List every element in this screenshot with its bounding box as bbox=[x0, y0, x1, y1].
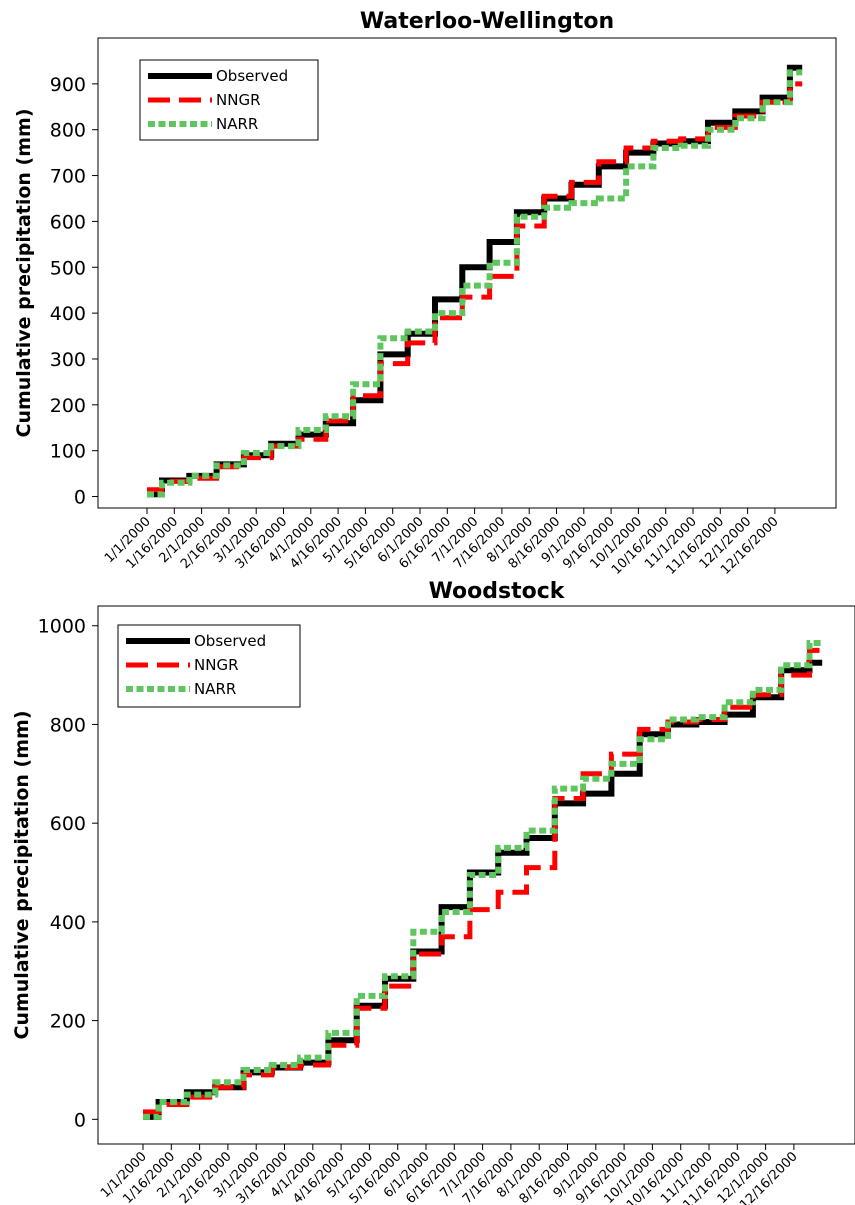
y-tick-label: 0 bbox=[74, 487, 86, 509]
y-tick-label: 600 bbox=[50, 813, 86, 835]
y-tick-label: 700 bbox=[50, 166, 86, 188]
legend-label-nngr: NNGR bbox=[194, 656, 239, 674]
chart-2: Woodstock Cumulative precipitation (mm) 0 2… bbox=[11, 579, 855, 1205]
series-line-narr bbox=[143, 640, 823, 1120]
legend-label-narr: NARR bbox=[194, 680, 236, 698]
y-axis-label: Cumulative precipitation (mm) bbox=[11, 710, 33, 1039]
y-tick-label: 500 bbox=[50, 257, 86, 279]
series-line-narr bbox=[147, 69, 803, 498]
series-line-observed bbox=[143, 659, 823, 1120]
legend-label-observed: Observed bbox=[216, 67, 288, 85]
legend-label-observed: Observed bbox=[194, 632, 266, 650]
chart-title: Waterloo-Wellington bbox=[360, 9, 614, 34]
y-tick-label: 200 bbox=[50, 1011, 86, 1033]
y-tick-label: 1000 bbox=[38, 616, 86, 638]
y-tick-label: 200 bbox=[50, 395, 86, 417]
series-line-nngr bbox=[143, 647, 823, 1115]
y-tick-label: 400 bbox=[50, 303, 86, 325]
y-axis-label: Cumulative precipitation (mm) bbox=[13, 108, 35, 437]
y-tick-label: 900 bbox=[50, 74, 86, 96]
chart-title: Woodstock bbox=[429, 579, 566, 604]
y-tick-label: 800 bbox=[50, 714, 86, 736]
series-line-nngr bbox=[147, 81, 803, 493]
chart-1: Waterloo-Wellington Cumulative precipitat… bbox=[13, 9, 837, 578]
y-tick-label: 800 bbox=[50, 120, 86, 142]
plot-frame bbox=[97, 37, 837, 509]
y-tick-label: 300 bbox=[50, 349, 86, 371]
y-tick-label: 400 bbox=[50, 912, 86, 934]
y-tick-label: 0 bbox=[74, 1109, 86, 1131]
legend: Observed NNGR NARR bbox=[117, 624, 301, 708]
legend-label-nngr: NNGR bbox=[216, 91, 261, 109]
y-tick-label: 100 bbox=[50, 441, 86, 463]
plot-frame bbox=[97, 605, 855, 1145]
y-tick-label: 600 bbox=[50, 211, 86, 233]
legend-label-narr: NARR bbox=[216, 115, 258, 133]
legend: Observed NNGR NARR bbox=[139, 59, 319, 141]
